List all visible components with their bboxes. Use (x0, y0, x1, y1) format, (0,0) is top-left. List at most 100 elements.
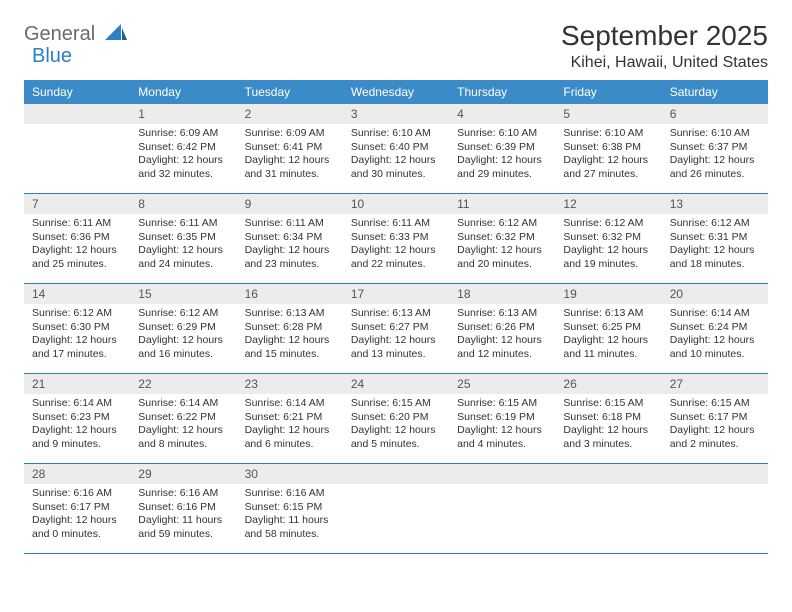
day-number: 10 (343, 194, 449, 214)
day-number-empty (449, 464, 555, 484)
weekday-header: Monday (130, 80, 236, 104)
sunset-text: Sunset: 6:26 PM (457, 321, 547, 335)
day-number: 8 (130, 194, 236, 214)
calendar-page: General Blue September 2025 Kihei, Hawai… (0, 0, 792, 564)
sunrise-text: Sunrise: 6:14 AM (138, 397, 228, 411)
day-number: 13 (662, 194, 768, 214)
sunrise-text: Sunrise: 6:12 AM (563, 217, 653, 231)
day-info: Sunrise: 6:12 AMSunset: 6:29 PMDaylight:… (130, 304, 236, 368)
sunset-text: Sunset: 6:32 PM (457, 231, 547, 245)
day-info: Sunrise: 6:10 AMSunset: 6:37 PMDaylight:… (662, 124, 768, 188)
daylight-text: Daylight: 12 hours and 25 minutes. (32, 244, 122, 271)
day-number: 21 (24, 374, 130, 394)
calendar-cell: 19Sunrise: 6:13 AMSunset: 6:25 PMDayligh… (555, 284, 661, 374)
header: General Blue September 2025 Kihei, Hawai… (24, 20, 768, 72)
day-info: Sunrise: 6:11 AMSunset: 6:35 PMDaylight:… (130, 214, 236, 278)
day-number: 24 (343, 374, 449, 394)
sunrise-text: Sunrise: 6:15 AM (351, 397, 441, 411)
daylight-text: Daylight: 12 hours and 23 minutes. (245, 244, 335, 271)
day-number: 26 (555, 374, 661, 394)
calendar-cell: 12Sunrise: 6:12 AMSunset: 6:32 PMDayligh… (555, 194, 661, 284)
sunset-text: Sunset: 6:41 PM (245, 141, 335, 155)
day-number: 16 (237, 284, 343, 304)
calendar-cell: 28Sunrise: 6:16 AMSunset: 6:17 PMDayligh… (24, 464, 130, 554)
daylight-text: Daylight: 12 hours and 8 minutes. (138, 424, 228, 451)
calendar: Sunday Monday Tuesday Wednesday Thursday… (24, 80, 768, 554)
sunrise-text: Sunrise: 6:16 AM (245, 487, 335, 501)
day-number: 17 (343, 284, 449, 304)
day-number: 30 (237, 464, 343, 484)
sunset-text: Sunset: 6:16 PM (138, 501, 228, 515)
day-info: Sunrise: 6:10 AMSunset: 6:40 PMDaylight:… (343, 124, 449, 188)
sunset-text: Sunset: 6:23 PM (32, 411, 122, 425)
sunrise-text: Sunrise: 6:14 AM (670, 307, 760, 321)
day-info: Sunrise: 6:12 AMSunset: 6:32 PMDaylight:… (555, 214, 661, 278)
calendar-cell: 10Sunrise: 6:11 AMSunset: 6:33 PMDayligh… (343, 194, 449, 284)
day-number: 5 (555, 104, 661, 124)
sunrise-text: Sunrise: 6:12 AM (670, 217, 760, 231)
sunrise-text: Sunrise: 6:13 AM (245, 307, 335, 321)
day-number: 6 (662, 104, 768, 124)
title-block: September 2025 Kihei, Hawaii, United Sta… (561, 20, 768, 72)
daylight-text: Daylight: 12 hours and 11 minutes. (563, 334, 653, 361)
day-number: 25 (449, 374, 555, 394)
day-info: Sunrise: 6:13 AMSunset: 6:28 PMDaylight:… (237, 304, 343, 368)
calendar-cell: 26Sunrise: 6:15 AMSunset: 6:18 PMDayligh… (555, 374, 661, 464)
weekday-header: Tuesday (237, 80, 343, 104)
sunset-text: Sunset: 6:31 PM (670, 231, 760, 245)
sunrise-text: Sunrise: 6:11 AM (351, 217, 441, 231)
day-info: Sunrise: 6:12 AMSunset: 6:32 PMDaylight:… (449, 214, 555, 278)
sunset-text: Sunset: 6:32 PM (563, 231, 653, 245)
day-info: Sunrise: 6:16 AMSunset: 6:15 PMDaylight:… (237, 484, 343, 548)
day-number: 27 (662, 374, 768, 394)
sunset-text: Sunset: 6:17 PM (670, 411, 760, 425)
sunset-text: Sunset: 6:42 PM (138, 141, 228, 155)
sunrise-text: Sunrise: 6:10 AM (457, 127, 547, 141)
calendar-cell: 5Sunrise: 6:10 AMSunset: 6:38 PMDaylight… (555, 104, 661, 194)
day-info: Sunrise: 6:15 AMSunset: 6:17 PMDaylight:… (662, 394, 768, 458)
calendar-cell: 30Sunrise: 6:16 AMSunset: 6:15 PMDayligh… (237, 464, 343, 554)
sunset-text: Sunset: 6:37 PM (670, 141, 760, 155)
day-number: 2 (237, 104, 343, 124)
day-number-empty (555, 464, 661, 484)
calendar-cell (449, 464, 555, 554)
day-number: 20 (662, 284, 768, 304)
sunrise-text: Sunrise: 6:10 AM (670, 127, 760, 141)
day-info: Sunrise: 6:15 AMSunset: 6:19 PMDaylight:… (449, 394, 555, 458)
sunset-text: Sunset: 6:17 PM (32, 501, 122, 515)
sunrise-text: Sunrise: 6:13 AM (457, 307, 547, 321)
day-info: Sunrise: 6:14 AMSunset: 6:23 PMDaylight:… (24, 394, 130, 458)
sunset-text: Sunset: 6:34 PM (245, 231, 335, 245)
sunrise-text: Sunrise: 6:13 AM (351, 307, 441, 321)
weekday-header: Saturday (662, 80, 768, 104)
weekday-header: Friday (555, 80, 661, 104)
calendar-cell: 4Sunrise: 6:10 AMSunset: 6:39 PMDaylight… (449, 104, 555, 194)
day-number: 29 (130, 464, 236, 484)
daylight-text: Daylight: 12 hours and 2 minutes. (670, 424, 760, 451)
day-info: Sunrise: 6:10 AMSunset: 6:39 PMDaylight:… (449, 124, 555, 188)
daylight-text: Daylight: 12 hours and 19 minutes. (563, 244, 653, 271)
day-info: Sunrise: 6:13 AMSunset: 6:27 PMDaylight:… (343, 304, 449, 368)
sunset-text: Sunset: 6:25 PM (563, 321, 653, 335)
day-number: 11 (449, 194, 555, 214)
sunrise-text: Sunrise: 6:12 AM (32, 307, 122, 321)
sunrise-text: Sunrise: 6:10 AM (563, 127, 653, 141)
calendar-cell: 7Sunrise: 6:11 AMSunset: 6:36 PMDaylight… (24, 194, 130, 284)
daylight-text: Daylight: 12 hours and 17 minutes. (32, 334, 122, 361)
day-info: Sunrise: 6:14 AMSunset: 6:24 PMDaylight:… (662, 304, 768, 368)
daylight-text: Daylight: 12 hours and 15 minutes. (245, 334, 335, 361)
sunrise-text: Sunrise: 6:16 AM (138, 487, 228, 501)
sunrise-text: Sunrise: 6:10 AM (351, 127, 441, 141)
weekday-header: Thursday (449, 80, 555, 104)
sunrise-text: Sunrise: 6:16 AM (32, 487, 122, 501)
calendar-cell: 29 Sunrise: 6:16 AMSunset: 6:16 PMDayligh… (130, 464, 236, 554)
logo-text: General Blue (24, 24, 127, 66)
daylight-text: Daylight: 12 hours and 3 minutes. (563, 424, 653, 451)
daylight-text: Daylight: 11 hours and 59 minutes. (138, 514, 228, 541)
daylight-text: Daylight: 12 hours and 5 minutes. (351, 424, 441, 451)
day-info: Sunrise: 6:13 AMSunset: 6:26 PMDaylight:… (449, 304, 555, 368)
sunset-text: Sunset: 6:18 PM (563, 411, 653, 425)
daylight-text: Daylight: 12 hours and 29 minutes. (457, 154, 547, 181)
day-number: 15 (130, 284, 236, 304)
sail-icon (105, 24, 127, 46)
